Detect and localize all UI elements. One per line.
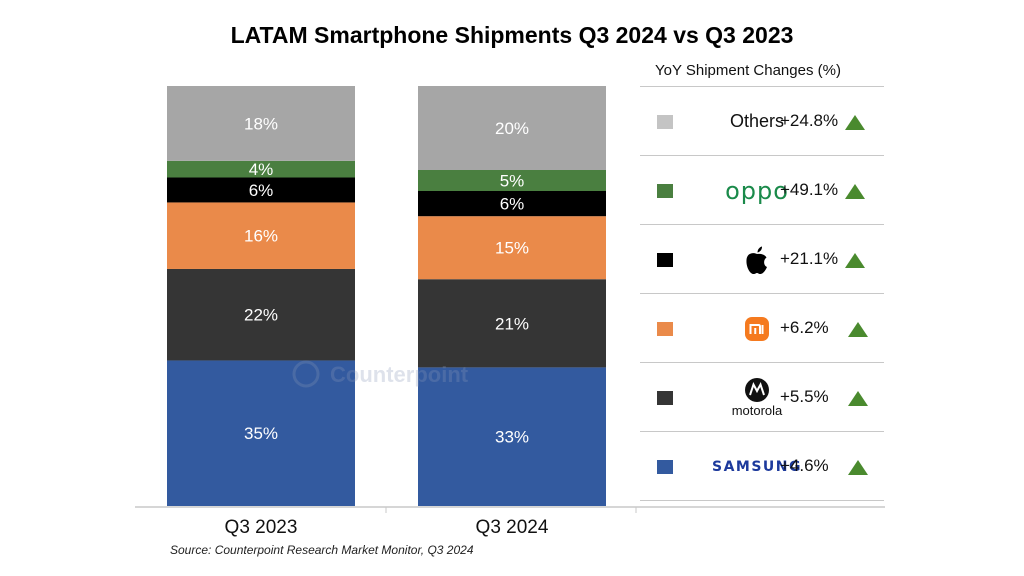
bar-segment-motorola-q3-2023 xyxy=(167,268,355,361)
bar-segment-others-q3-2023 xyxy=(167,86,355,161)
chart-title: LATAM Smartphone Shipments Q3 2024 vs Q3… xyxy=(230,22,794,48)
up-triangle-icon xyxy=(848,391,868,406)
yoy-change: +49.1% xyxy=(780,180,839,199)
bar-segment-xiaomi-q3-2024 xyxy=(418,216,606,280)
legend-swatch xyxy=(657,253,673,267)
up-triangle-icon xyxy=(845,184,865,199)
data-label: 15% xyxy=(495,239,529,258)
watermark-logo-icon xyxy=(292,360,320,388)
up-triangle-icon xyxy=(845,253,865,268)
xiaomi-logo-icon xyxy=(745,316,769,341)
data-label: 33% xyxy=(495,428,529,447)
legend-item-xiaomi: +6.2% xyxy=(640,293,884,362)
motorola-wordmark: motorola xyxy=(731,402,783,418)
samsung-logo-icon: SAMSUNG xyxy=(711,458,802,475)
data-label: 21% xyxy=(495,314,529,333)
data-label: 35% xyxy=(244,424,278,443)
yoy-change: +4.6% xyxy=(780,456,829,475)
up-triangle-icon xyxy=(848,322,868,337)
brand-label-others: Others xyxy=(729,111,785,131)
bar-segment-oppo-q3-2023 xyxy=(167,160,355,178)
legend-item-others: Others +24.8% xyxy=(640,86,884,155)
yoy-change: +21.1% xyxy=(780,249,839,268)
motorola-logo-icon xyxy=(744,377,769,402)
yoy-change: +24.8% xyxy=(780,111,839,130)
up-triangle-icon xyxy=(845,115,865,130)
bar-segment-others-q3-2024 xyxy=(418,86,606,170)
legend-title: YoY Shipment Changes (%) xyxy=(655,62,841,79)
bar-segment-oppo-q3-2024 xyxy=(418,170,606,191)
yoy-change: +6.2% xyxy=(780,318,829,337)
legend-swatch xyxy=(657,460,673,474)
data-label: 4% xyxy=(249,160,274,179)
bar-segment-samsung-q3-2023 xyxy=(167,360,355,506)
watermark: Counterpoint xyxy=(292,360,469,388)
category-labels: Q3 2023 Q3 2024 xyxy=(225,517,549,538)
legend-item-samsung: SAMSUNG +4.6% xyxy=(640,431,884,501)
bar-segment-motorola-q3-2024 xyxy=(418,279,606,368)
apple-logo-icon xyxy=(746,246,767,274)
bar-segment-apple-q3-2023 xyxy=(167,177,355,203)
data-label: 22% xyxy=(244,306,278,325)
x-tick-label: Q3 2023 xyxy=(225,517,298,538)
bar-segment-xiaomi-q3-2023 xyxy=(167,202,355,269)
legend: Others +24.8% oppo +49.1% +21.1% +6.2% xyxy=(640,86,884,501)
data-label: 6% xyxy=(500,195,525,214)
data-label: 6% xyxy=(249,181,274,200)
data-label: 16% xyxy=(244,227,278,246)
legend-item-oppo: oppo +49.1% xyxy=(640,155,884,224)
data-label: 18% xyxy=(244,114,278,133)
up-triangle-icon xyxy=(848,460,868,475)
yoy-change: +5.5% xyxy=(780,387,829,406)
oppo-logo-icon: oppo xyxy=(725,176,789,205)
legend-swatch xyxy=(657,115,673,129)
data-label: 20% xyxy=(495,119,529,138)
legend-swatch xyxy=(657,391,673,405)
legend-item-apple: +21.1% xyxy=(640,224,884,293)
bar-segment-apple-q3-2024 xyxy=(418,191,606,217)
legend-item-motorola: motorola +5.5% xyxy=(640,362,884,431)
bars-layer: 35% 22% 16% 6% 4% 18% 33% 21% 15% 6% 5% 20% xyxy=(167,86,606,506)
source-note: Source: Counterpoint Research Market Mon… xyxy=(170,543,474,557)
watermark-text: Counterpoint xyxy=(330,362,469,387)
x-tick-label: Q3 2024 xyxy=(476,517,549,538)
data-label: 5% xyxy=(500,172,525,191)
bar-segment-samsung-q3-2024 xyxy=(418,367,606,506)
legend-swatch xyxy=(657,322,673,336)
legend-swatch xyxy=(657,184,673,198)
